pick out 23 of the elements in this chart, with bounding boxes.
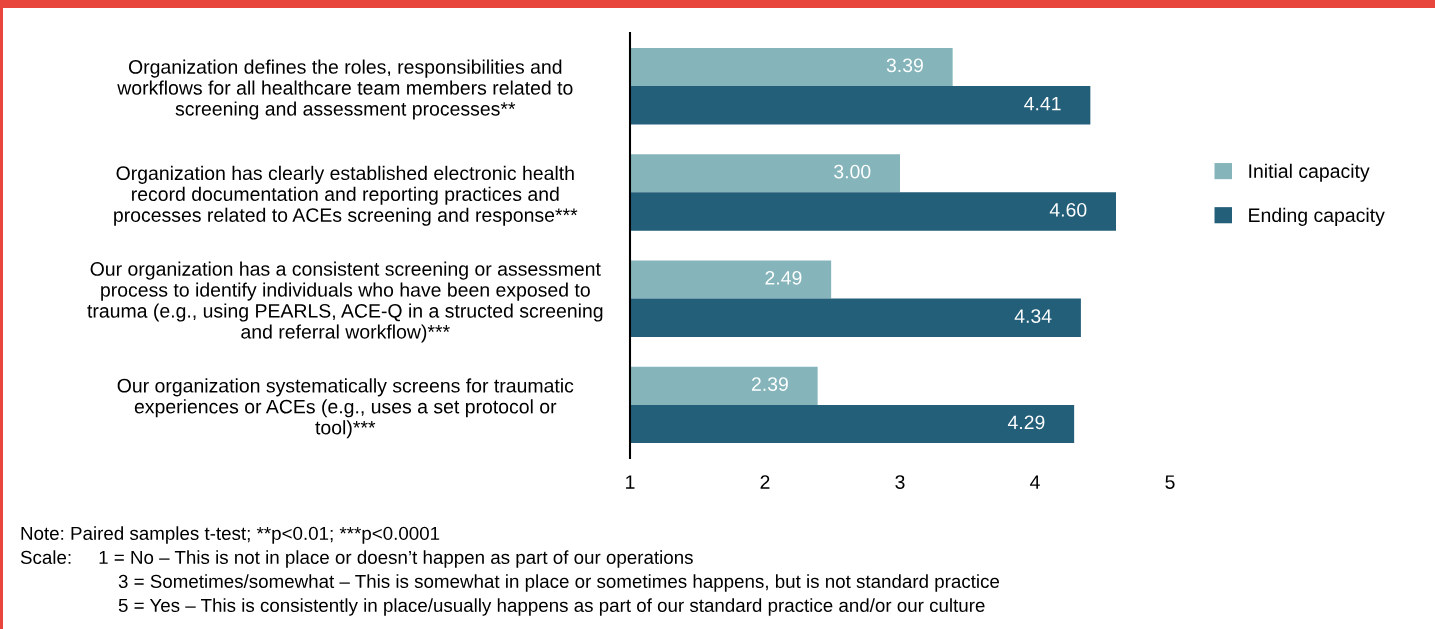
text: Scale: 1 = No – This is not in place or doesn’t happen as part of our operations bbox=[20, 550, 693, 568]
x-tick-label: 5 bbox=[1165, 475, 1175, 489]
x-tick-label: 1 bbox=[626, 475, 635, 489]
x-tick-label: 2 bbox=[760, 475, 770, 489]
y-tick-label: Our organization has a consistent screening or assessment process to identify individuals who have been exposed to trauma (e.g., using PEARLS, ACE-Q in a structed screening and referral workflow)*** bbox=[87, 261, 603, 343]
data-label: 2.39 bbox=[751, 377, 788, 391]
data-label: 4.34 bbox=[1014, 309, 1052, 323]
data-label: 3.39 bbox=[886, 58, 923, 73]
legend-label: Initial capacity bbox=[1249, 163, 1370, 182]
data-label: 4.29 bbox=[1007, 415, 1045, 430]
x-tick-label: 4 bbox=[1030, 475, 1040, 489]
y-tick-label: Organization defines the roles, responsibilities and workflows for all healthcare team members related to screening and assessment processes** bbox=[117, 59, 573, 120]
text: 5 = Yes – This is consistently in place/usually happens as part of our standard practice and/or our culture bbox=[118, 598, 985, 616]
text: Note: Paired samples t-test; **p<0.01; ***p<0.0001 bbox=[21, 526, 440, 544]
y-tick-label: Organization has clearly established electronic health record documentation and reporting practices and processes related to ACEs screening and response*** bbox=[114, 165, 578, 226]
legend-label: Ending capacity bbox=[1249, 207, 1385, 226]
text: 3 = Sometimes/somewhat – This is somewhat in place or sometimes happens, but is not standard practice bbox=[118, 574, 1000, 592]
data-label: 2.49 bbox=[765, 270, 802, 285]
data-label: 4.60 bbox=[1049, 202, 1087, 217]
y-tick-label: Our organization systematically screens for traumatic experiences or ACEs (e.g., uses a set protocol or tool)*** bbox=[117, 378, 574, 439]
x-tick-label: 3 bbox=[895, 475, 905, 489]
data-label: 3.00 bbox=[834, 164, 871, 179]
data-label: 4.41 bbox=[1024, 96, 1061, 111]
